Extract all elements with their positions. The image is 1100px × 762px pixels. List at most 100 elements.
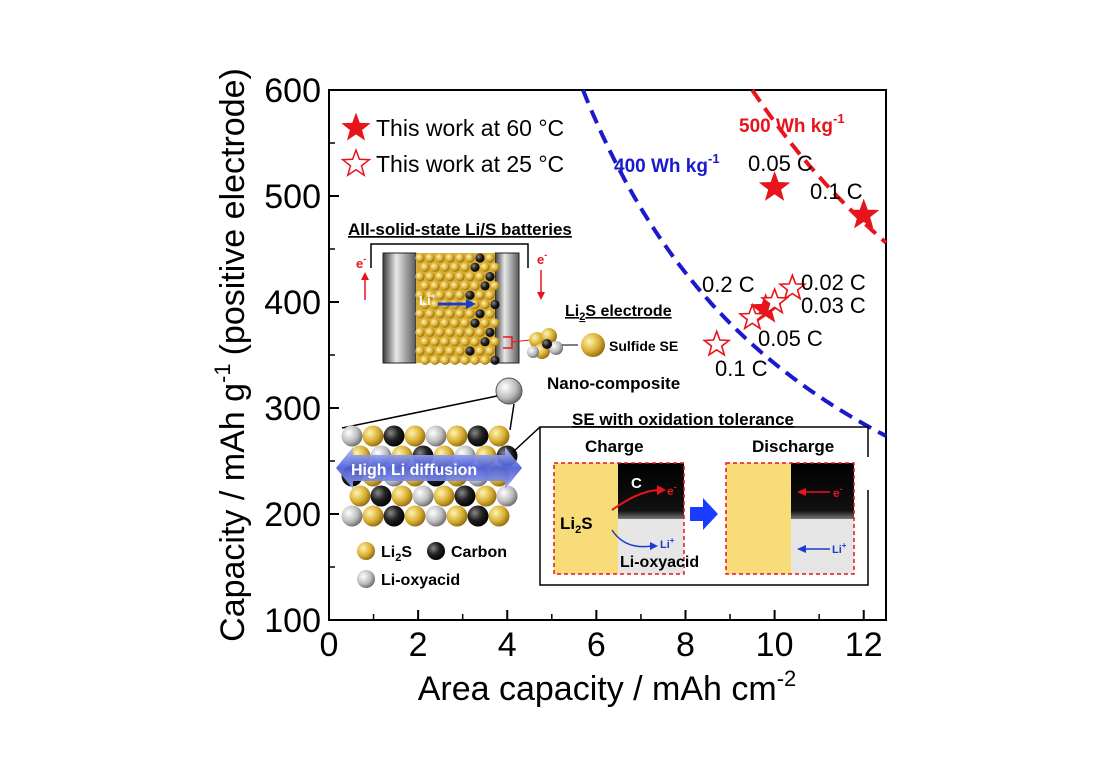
y-tick-label: 100 (264, 602, 321, 640)
battery-particle (415, 290, 425, 300)
cluster-ball (549, 341, 563, 355)
composite-particle (412, 485, 434, 507)
battery-particle (425, 346, 435, 356)
nano-composite-label: Nano-composite (547, 374, 680, 393)
battery-particle (465, 290, 475, 300)
battery-particle (460, 355, 470, 365)
battery-particle (465, 253, 475, 263)
battery-particle (480, 281, 490, 291)
charge-c-label: C (631, 475, 642, 492)
cluster-ball (527, 346, 539, 358)
y-tick-label: 200 (264, 496, 321, 534)
point-label-25c-0: 0.02 C (801, 270, 866, 295)
battery-particle (460, 337, 470, 347)
x-tick-label: 2 (409, 626, 428, 664)
battery-particle (435, 290, 445, 300)
charge-electron-arrow (611, 489, 661, 511)
composite-particle (425, 425, 447, 447)
discharge-electron-arrowhead (797, 488, 806, 496)
y-axis-label-text: Capacity / mAh g (214, 383, 252, 642)
battery-particle (420, 337, 430, 347)
discharge-electron-label: e- (833, 484, 843, 500)
battery-particle (445, 346, 455, 356)
battery-particle (455, 309, 465, 319)
legend-open-star-icon (340, 147, 372, 178)
y-tick-label: 500 (264, 178, 321, 216)
curve-label-500-sup: -1 (833, 111, 845, 126)
zoom-line-left (341, 395, 498, 429)
y-axis: 100 200 300 400 500 600 (264, 72, 339, 640)
battery-particle (475, 272, 485, 282)
charge-li2s-label: Li2S (560, 514, 593, 536)
diffusion-arrow (336, 447, 522, 489)
battery-particle (420, 281, 430, 291)
data-point-1-3 (702, 329, 732, 357)
data-point-1-2 (737, 302, 767, 331)
x-tick-label: 12 (845, 626, 883, 664)
battery-particle (435, 327, 445, 337)
charge-electron-arrowhead (657, 485, 666, 495)
battery-particle (450, 355, 460, 365)
battery-particle (415, 253, 425, 263)
electron-right-arrowhead (537, 292, 545, 300)
composite-particle (496, 485, 518, 507)
x-tick-label: 6 (587, 626, 606, 664)
battery-particle (490, 262, 500, 272)
legend-li2s-ball (357, 542, 375, 560)
y-axis-label-suffix: (positive electrode) (214, 68, 252, 355)
electron-left: e- (356, 254, 366, 271)
battery-particle (480, 299, 490, 310)
charge-label: Charge (585, 437, 644, 456)
battery-particle (465, 327, 475, 337)
x-axis-label-text: Area capacity / mAh cm (418, 670, 777, 708)
battery-particle (450, 318, 460, 328)
data-point-0-1 (848, 198, 880, 229)
composite-particle (488, 505, 510, 527)
battery-particle (440, 318, 450, 328)
battery-particle (490, 355, 500, 365)
discharge-oxyacid-block (791, 519, 854, 574)
battery-particle (415, 272, 425, 282)
battery-particle (440, 281, 450, 291)
composite-particle (391, 485, 413, 507)
y-axis-label-sup: -1 (210, 363, 235, 383)
battery-particle (415, 346, 425, 356)
battery-particle (450, 281, 460, 291)
battery-particle (445, 327, 455, 337)
data-point-1-0 (777, 272, 808, 301)
y-tick-label: 400 (264, 284, 321, 322)
composite-particle (425, 505, 447, 527)
battery-particle (435, 253, 445, 263)
battery-particle (425, 327, 435, 337)
battery-particle (465, 309, 475, 319)
legend-li2s-label: Li2S (381, 544, 412, 564)
battery-particle (455, 346, 465, 356)
battery-particle (425, 290, 435, 300)
curve-label-400-sup: -1 (708, 151, 720, 166)
point-label-25c-2: 0.05 C (758, 326, 823, 351)
composite-particle (362, 505, 384, 527)
se-panel-title: SE with oxidation tolerance (572, 410, 794, 429)
battery-particle (465, 346, 475, 356)
battery-particle (440, 337, 450, 347)
battery-particle (460, 262, 470, 272)
composite-particle (467, 425, 489, 447)
legend-filled-star-icon (341, 112, 371, 141)
battery-particle (450, 262, 460, 272)
battery-particle (420, 299, 430, 310)
diffusion-label: High Li diffusion (351, 462, 477, 479)
composite-particle (404, 505, 426, 527)
battery-particle (420, 355, 430, 365)
se-panel-frame (512, 426, 869, 457)
battery-particle (450, 337, 460, 347)
zoom-bracket (503, 336, 513, 349)
battery-particle (475, 290, 485, 300)
data-point-1-1 (759, 286, 790, 315)
battery-particle (455, 253, 465, 263)
legend-label-25c: This work at 25 °C (376, 151, 564, 177)
composite-particle (404, 425, 426, 447)
point-label-25c-3: 0.1 C (715, 356, 768, 381)
legend-oxyacid-label: Li-oxyacid (381, 572, 460, 589)
battery-particle (470, 262, 480, 272)
x-tick-label: 4 (498, 626, 517, 664)
